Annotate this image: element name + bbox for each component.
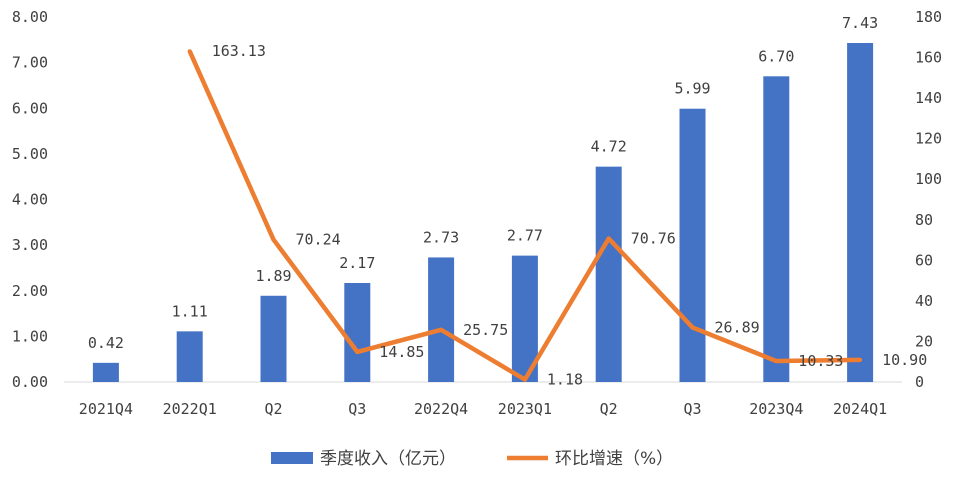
left-tick-label: 0.00 <box>12 373 48 391</box>
bar-value-label: 6.70 <box>758 47 794 65</box>
bar <box>260 295 287 382</box>
right-tick-label: 100 <box>915 170 942 188</box>
line-data-labels: 163.13 70.24 14.85 25.75 1.18 70.76 26.89 10.33… <box>212 42 928 388</box>
right-tick-label: 140 <box>915 89 942 107</box>
right-tick-label: 0 <box>915 373 924 391</box>
legend-label-revenue: 季度收入（亿元） <box>320 449 456 469</box>
left-tick-label: 5.00 <box>12 145 48 163</box>
line-point <box>774 359 779 364</box>
bar <box>763 76 790 382</box>
bar <box>92 362 119 382</box>
right-axis-ticks: 0 20 40 60 80 100 120 140 160 180 <box>915 8 942 391</box>
left-tick-label: 8.00 <box>12 8 48 26</box>
right-tick-label: 20 <box>915 332 933 350</box>
line-value-label: 25.75 <box>463 321 508 339</box>
bar-series <box>92 43 874 383</box>
line-point <box>606 236 611 241</box>
left-tick-label: 7.00 <box>12 54 48 72</box>
bar-value-label: 7.43 <box>842 14 878 32</box>
line-series <box>187 49 863 382</box>
bar-data-labels: 0.42 1.11 1.89 2.17 2.73 2.77 4.72 5.99 6.70 7.43 <box>88 14 878 352</box>
x-tick-label: 2021Q4 <box>79 400 133 418</box>
bar-value-label: 5.99 <box>674 80 710 98</box>
left-tick-label: 6.00 <box>12 99 48 117</box>
line-point <box>858 357 863 362</box>
right-tick-label: 60 <box>915 251 933 269</box>
bar-value-label: 2.73 <box>423 228 459 246</box>
x-tick-label: 2022Q4 <box>414 400 468 418</box>
x-tick-label: Q2 <box>264 400 282 418</box>
line-value-label: 70.76 <box>631 230 676 248</box>
line-point <box>439 327 444 332</box>
bar-value-label: 1.11 <box>172 302 208 320</box>
left-tick-label: 4.00 <box>12 191 48 209</box>
right-tick-label: 180 <box>915 8 942 26</box>
x-tick-label: 2023Q1 <box>498 400 552 418</box>
right-tick-label: 40 <box>915 292 933 310</box>
left-tick-label: 1.00 <box>12 327 48 345</box>
legend-swatch-revenue <box>271 452 313 464</box>
left-tick-label: 2.00 <box>12 282 48 300</box>
right-tick-label: 120 <box>915 130 942 148</box>
line-point <box>690 325 695 330</box>
bar-value-label: 2.77 <box>507 227 543 245</box>
bar-value-label: 4.72 <box>591 138 627 156</box>
line-point <box>271 237 276 242</box>
line-value-label: 10.90 <box>882 351 927 369</box>
line-value-label: 1.18 <box>547 371 583 389</box>
line-point <box>522 377 527 382</box>
bar <box>428 257 455 382</box>
bar <box>176 331 203 382</box>
line-point <box>187 49 192 54</box>
x-tick-label: Q2 <box>600 400 618 418</box>
bar-value-label: 1.89 <box>255 267 291 285</box>
line-value-label: 70.24 <box>296 231 341 249</box>
legend: 季度收入（亿元） 环比增速（%） <box>271 449 673 469</box>
right-tick-label: 80 <box>915 211 933 229</box>
line-value-label: 10.33 <box>798 352 843 370</box>
x-tick-label: 2022Q1 <box>163 400 217 418</box>
x-tick-label: 2023Q4 <box>749 400 803 418</box>
right-tick-label: 160 <box>915 49 942 67</box>
left-tick-label: 3.00 <box>12 236 48 254</box>
bar-value-label: 2.17 <box>339 254 375 272</box>
x-axis-ticks: 2021Q4 2022Q1 Q2 Q3 2022Q4 2023Q1 Q2 Q3 2023Q4 20… <box>79 400 887 418</box>
bar <box>595 166 622 382</box>
legend-label-growth: 环比增速（%） <box>555 449 673 469</box>
line-value-label: 163.13 <box>212 42 266 60</box>
left-axis-ticks: 0.00 1.00 2.00 3.00 4.00 5.00 6.00 7.00 8.00 <box>12 8 48 391</box>
x-tick-label: Q3 <box>683 400 701 418</box>
line-value-label: 14.85 <box>379 343 424 361</box>
x-tick-label: Q3 <box>348 400 366 418</box>
x-tick-label: 2024Q1 <box>833 400 887 418</box>
bar <box>679 108 706 383</box>
line-point <box>355 349 360 354</box>
bar <box>847 43 874 382</box>
bar-value-label: 0.42 <box>88 334 124 352</box>
line-value-label: 26.89 <box>715 318 760 336</box>
bar <box>344 282 371 382</box>
